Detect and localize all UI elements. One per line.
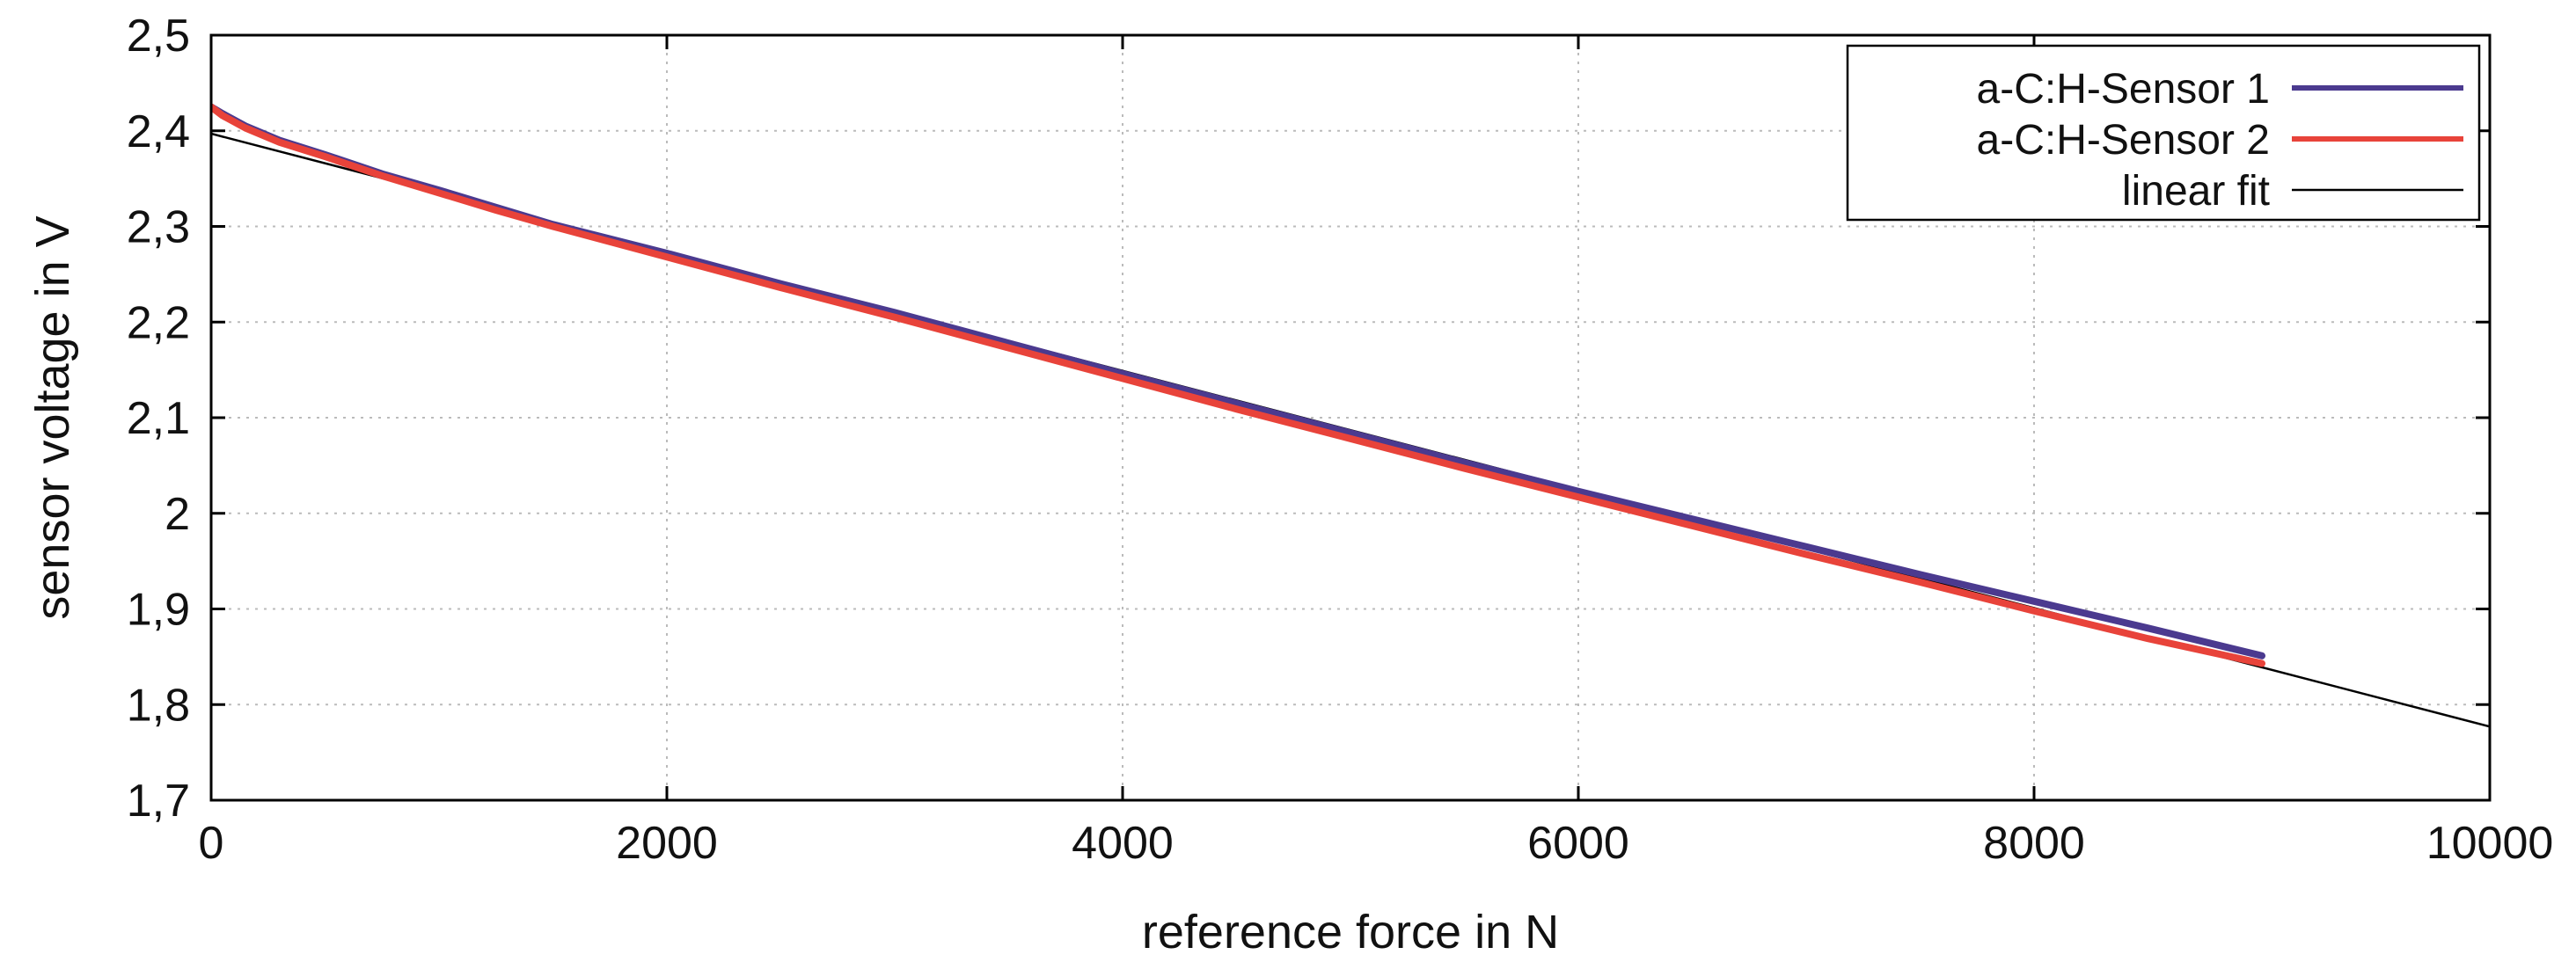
x-tick-label: 2000 xyxy=(616,818,718,869)
y-tick-labels: 1,7 1,8 1,9 2 2,1 2,2 2,3 2,4 2,5 xyxy=(127,11,190,827)
series-line-a-c-h-sensor-2 xyxy=(211,103,2265,667)
legend-label-a-c-h-sensor-2: a-C:H-Sensor 2 xyxy=(1977,117,2270,164)
y-tick-label: 2 xyxy=(165,489,190,540)
y-tick-label: 1,7 xyxy=(127,776,190,827)
y-tick-label: 1,9 xyxy=(127,585,190,636)
axis-ticks xyxy=(209,33,2492,802)
x-tick-labels: 0 2000 4000 6000 8000 10000 xyxy=(199,818,2554,869)
y-tick-label: 2,1 xyxy=(127,393,190,444)
y-tick-label: 1,8 xyxy=(127,680,190,731)
y-tick-label: 2,4 xyxy=(127,106,190,157)
grid xyxy=(211,35,2490,800)
y-tick-label: 2,3 xyxy=(127,202,190,253)
x-axis-label: reference force in N xyxy=(1142,906,1559,958)
x-tick-label: 4000 xyxy=(1072,818,1174,869)
legend-label-linear-fit: linear fit xyxy=(2122,168,2270,215)
x-tick-label: 8000 xyxy=(1983,818,2085,869)
x-tick-label: 10000 xyxy=(2426,818,2554,869)
series-lines xyxy=(211,103,2490,728)
y-tick-label: 2,2 xyxy=(127,297,190,348)
y-axis-label: sensor voltage in V xyxy=(26,215,79,619)
x-tick-label: 6000 xyxy=(1527,818,1629,869)
legend-label-a-c-h-sensor-1: a-C:H-Sensor 1 xyxy=(1977,66,2270,113)
y-tick-label: 2,5 xyxy=(127,11,190,62)
x-tick-label: 0 xyxy=(199,818,224,869)
